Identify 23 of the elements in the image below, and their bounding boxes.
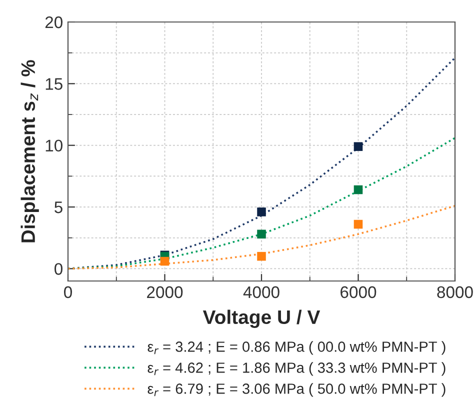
point	[354, 185, 363, 194]
point	[160, 256, 170, 266]
y-tick-label: 15	[46, 78, 62, 90]
y-tick-label: 0	[54, 263, 62, 275]
x-tick-label: 2000	[147, 286, 183, 298]
y-tick-label: 10	[46, 140, 62, 152]
line-series	[68, 204, 455, 270]
legend-label: ε$_{r}$ = 3.24 ; E = 0.86 MPa ( 00.0 wt% PMN-PT )	[148, 341, 446, 355]
point	[354, 142, 363, 151]
x-tick-label: 8000	[437, 286, 473, 298]
point	[257, 252, 266, 261]
y-tick-label: 20	[45, 16, 62, 28]
point	[354, 220, 363, 229]
point	[257, 230, 266, 239]
legend-label: ε$_{r}$ = 6.79 ; E = 3.06 MPa ( 50.0 wt% PMN-PT )	[148, 383, 446, 397]
y-axis-title: Displacement s$_{z}$ / %	[20, 60, 39, 242]
point	[257, 208, 266, 216]
x-tick-label: 6000	[340, 286, 376, 298]
legend-label: ε$_{r}$ = 4.62 ; E = 1.86 MPa ( 33.3 wt% PMN-PT )	[148, 362, 446, 376]
x-tick-label: 4000	[243, 286, 280, 298]
y-tick-label: 5	[54, 202, 62, 214]
x-tick-label: 0	[64, 286, 72, 298]
x-axis-title: Voltage U / V	[202, 310, 320, 328]
